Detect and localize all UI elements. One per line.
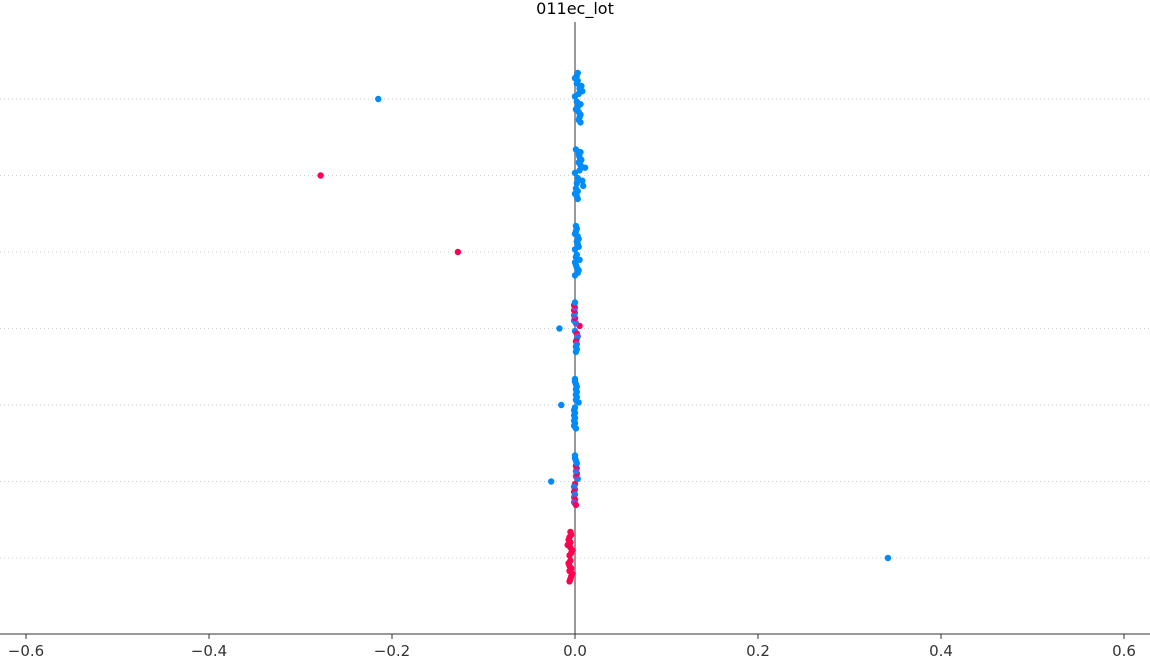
data-point [572, 222, 580, 230]
data-point [548, 478, 555, 485]
data-point [571, 299, 579, 306]
x-tick-label: 0.0 [563, 642, 587, 660]
data-point [567, 528, 574, 536]
x-tick-label: 0.6 [1112, 642, 1136, 660]
data-point [580, 182, 587, 190]
data-point [572, 348, 580, 356]
data-point [572, 425, 580, 432]
data-point [571, 375, 579, 383]
data-points [317, 69, 892, 585]
x-tick-label: −0.2 [374, 642, 410, 660]
chart-title: 011ec_lot [536, 0, 614, 19]
data-point [317, 172, 324, 179]
data-point [566, 578, 573, 585]
data-point [571, 452, 579, 459]
data-point [576, 167, 583, 174]
data-point [571, 272, 579, 279]
x-tick-label: −0.6 [8, 642, 44, 660]
data-point [375, 95, 382, 103]
data-point [574, 69, 581, 77]
data-point [574, 195, 581, 203]
data-point [573, 180, 581, 187]
data-point [579, 177, 586, 184]
data-point [884, 554, 892, 562]
data-point [572, 146, 580, 153]
x-tick-label: 0.4 [929, 642, 953, 660]
data-point [577, 119, 584, 126]
data-point [572, 501, 580, 509]
x-tick-label: 0.2 [746, 642, 770, 660]
x-tick-label: −0.4 [191, 642, 227, 660]
data-point [556, 325, 563, 332]
x-axis-ticks: −0.6 −0.4 −0.2 0.0 0.2 0.4 0.6 [8, 634, 1136, 660]
data-point [558, 401, 565, 409]
data-point [454, 248, 462, 256]
